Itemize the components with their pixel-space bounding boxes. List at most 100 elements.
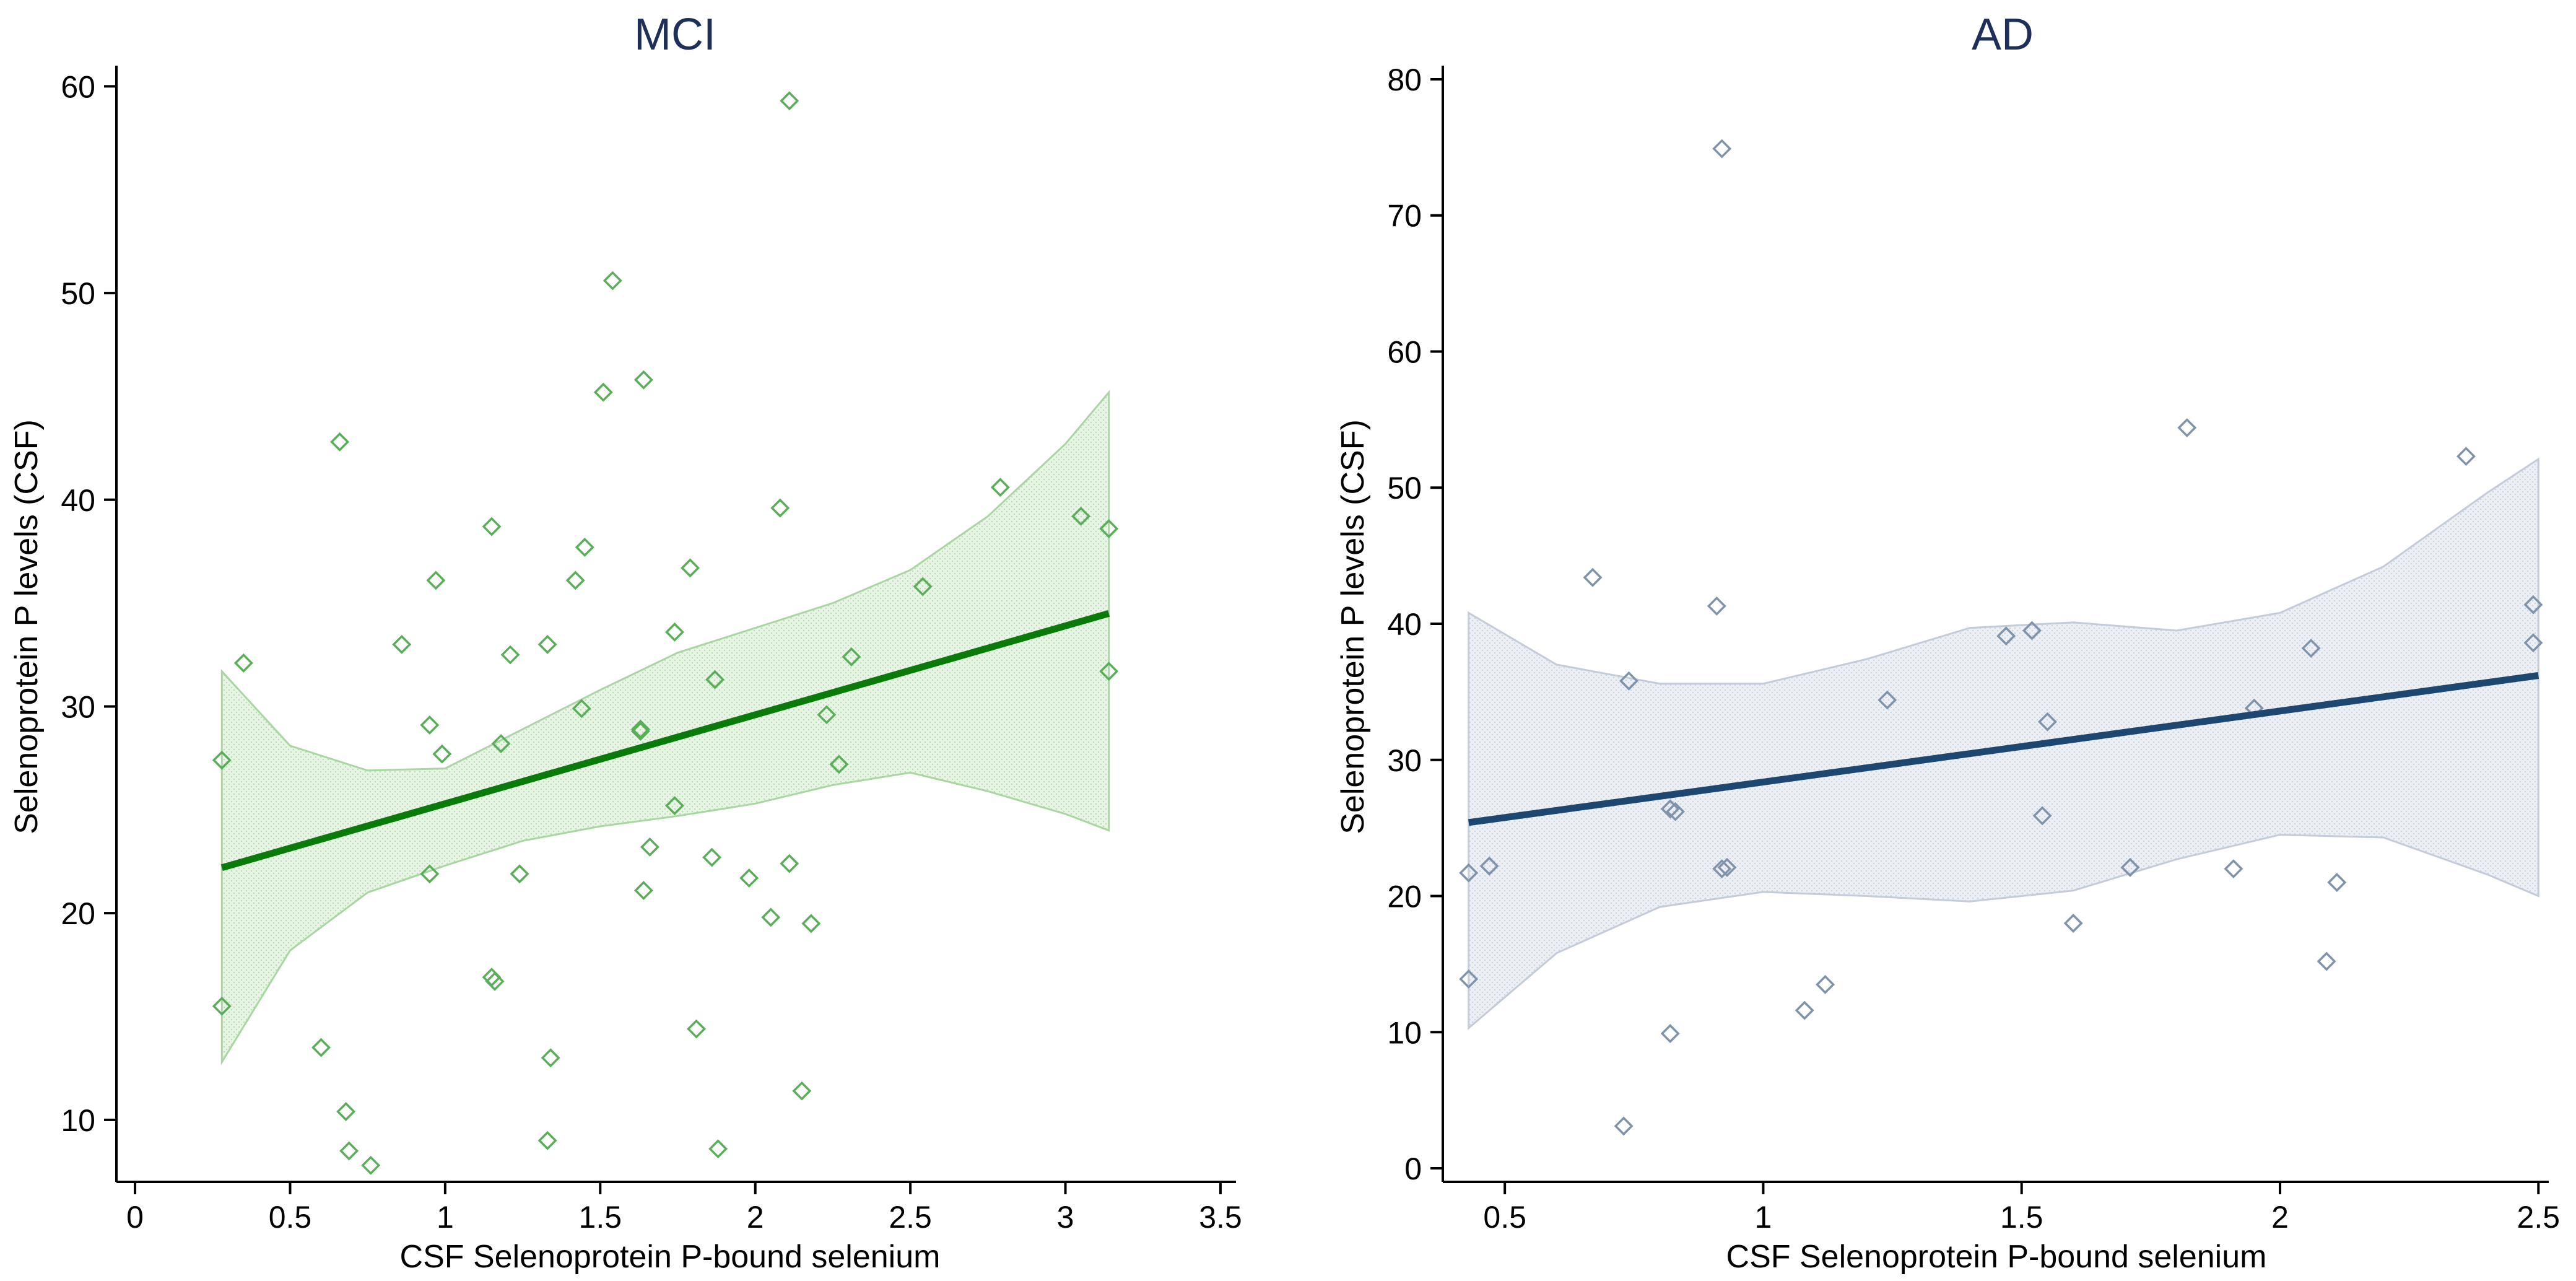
mci-data-point: [990, 478, 1010, 497]
mci-data-point: [665, 796, 684, 816]
mci-data-point: [705, 670, 725, 689]
ad-y-tick-label: 80: [1387, 63, 1422, 97]
mci-x-tick-label: 0.5: [269, 1200, 312, 1235]
ad-data-point: [2224, 859, 2243, 879]
mci-data-point: [233, 653, 253, 673]
ad-data-point: [1712, 859, 1732, 879]
mci-x-tick-label: 2: [747, 1200, 764, 1235]
ad-y-axis-label: Selenoprotein P levels (CSF): [1335, 419, 1371, 834]
mci-data-point: [541, 1048, 560, 1068]
mci-data-point: [491, 734, 511, 754]
mci-data-point: [913, 577, 933, 597]
mci-data-point: [687, 1019, 707, 1039]
ad-data-point: [2032, 806, 2052, 826]
mci-data-point: [311, 1038, 331, 1057]
mci-data-point: [485, 971, 505, 991]
mci-data-point: [537, 1130, 557, 1150]
mci-data-point: [537, 634, 557, 654]
ad-x-tick-label: 2.5: [2517, 1200, 2561, 1235]
mci-panel: MCI 0 0.5 1 1.5 2 2.5 3 3.5 10 20 30 40 50 60 CSF Se…: [9, 10, 1242, 1275]
ad-data-point: [1619, 671, 1638, 691]
mci-data-point: [339, 1141, 359, 1161]
mci-data-point: [510, 864, 529, 884]
mci-data-point: [432, 744, 452, 764]
mci-data-point: [392, 634, 412, 654]
mci-data-point: [770, 498, 790, 518]
ad-data-point: [1660, 1023, 1680, 1043]
mci-data-point: [1099, 519, 1119, 538]
ad-data-point: [2022, 621, 2042, 640]
ad-data-point: [2037, 712, 2057, 732]
ad-y-tick-label: 60: [1387, 334, 1422, 369]
ad-data-point: [1614, 1116, 1634, 1136]
mci-data-point: [212, 996, 232, 1016]
mci-data-point: [780, 854, 799, 873]
ad-data-point: [2317, 951, 2336, 971]
ad-y-tick-label: 70: [1387, 199, 1422, 234]
ad-y-tick-label: 50: [1387, 471, 1422, 505]
ad-data-point: [1878, 690, 1897, 710]
ad-panel: AD 0.5 1 1.5 2 2.5 0 10 20 30 40 50 60 70 80 CSF Sel…: [1335, 10, 2560, 1275]
ad-data-point: [2456, 447, 2476, 466]
mci-x-tick-label: 2.5: [889, 1200, 932, 1235]
ad-data-point: [1660, 799, 1680, 819]
ad-y-tick-label: 30: [1387, 743, 1422, 778]
mci-data-point: [212, 750, 232, 770]
ad-x-axis-label: CSF Selenoprotein P-bound selenium: [1726, 1239, 2267, 1275]
mci-data-point: [500, 645, 520, 665]
mci-data-point: [336, 1102, 356, 1122]
ad-data-point: [1712, 139, 1732, 159]
mci-data-point: [420, 715, 440, 735]
ad-data-point: [2523, 595, 2543, 614]
mci-data-point: [482, 968, 502, 987]
mci-data-point: [708, 1139, 728, 1159]
mci-data-point: [780, 91, 799, 111]
ad-x-tick-label: 2: [2271, 1200, 2289, 1235]
mci-data-point: [681, 558, 700, 578]
ad-y-tick-label: 40: [1387, 607, 1422, 642]
mci-data-point: [761, 907, 781, 927]
mci-y-tick-label: 20: [61, 896, 95, 931]
ad-data-point: [1666, 802, 1686, 821]
mci-data-point: [640, 837, 659, 857]
mci-data-point: [572, 699, 591, 719]
ad-y-tick-label: 20: [1387, 880, 1422, 914]
ad-data-point: [1479, 856, 1499, 876]
ad-data-point: [2327, 873, 2347, 893]
mci-data-point: [630, 722, 650, 741]
mci-data-point: [801, 914, 821, 933]
mci-x-tick-label: 1.5: [579, 1200, 622, 1235]
mci-data-point: [792, 1081, 812, 1101]
ad-title: AD: [1972, 10, 2034, 59]
ad-y-tick-label: 10: [1387, 1015, 1422, 1050]
mci-data-point: [633, 370, 653, 390]
ad-data-point: [2063, 913, 2083, 933]
mci-fit-line: [220, 610, 1110, 872]
mci-data-point: [603, 271, 622, 291]
ad-data-point: [2120, 857, 2140, 877]
mci-y-tick-label: 30: [61, 689, 95, 724]
ad-data-point: [2177, 418, 2197, 438]
mci-y-axis-label: Selenoprotein P levels (CSF): [9, 419, 45, 834]
ad-fit-line: [1468, 672, 2539, 826]
ad-x-tick-label: 0.5: [1483, 1200, 1526, 1235]
mci-x-tick-label: 0: [126, 1200, 144, 1235]
mci-x-tick-label: 1: [437, 1200, 454, 1235]
ad-data-point: [1717, 857, 1737, 877]
mci-data-point: [330, 432, 350, 452]
mci-x-tick-label: 3.5: [1199, 1200, 1242, 1235]
mci-x-tick-label: 3: [1057, 1200, 1074, 1235]
mci-title: MCI: [634, 10, 716, 59]
ad-data-point: [1707, 596, 1726, 616]
mci-confidence-band: [220, 390, 1110, 1065]
mci-y-tick-label: 10: [61, 1103, 95, 1138]
mci-data-point: [420, 864, 440, 884]
ad-confidence-band: [1468, 457, 2539, 1030]
mci-y-tick-label: 40: [61, 483, 95, 518]
ad-data-point: [1816, 974, 1835, 994]
mci-data-point: [842, 647, 861, 667]
ad-data-point: [2523, 633, 2543, 653]
ad-data-point: [2301, 639, 2321, 658]
ad-data-point: [1459, 863, 1479, 883]
